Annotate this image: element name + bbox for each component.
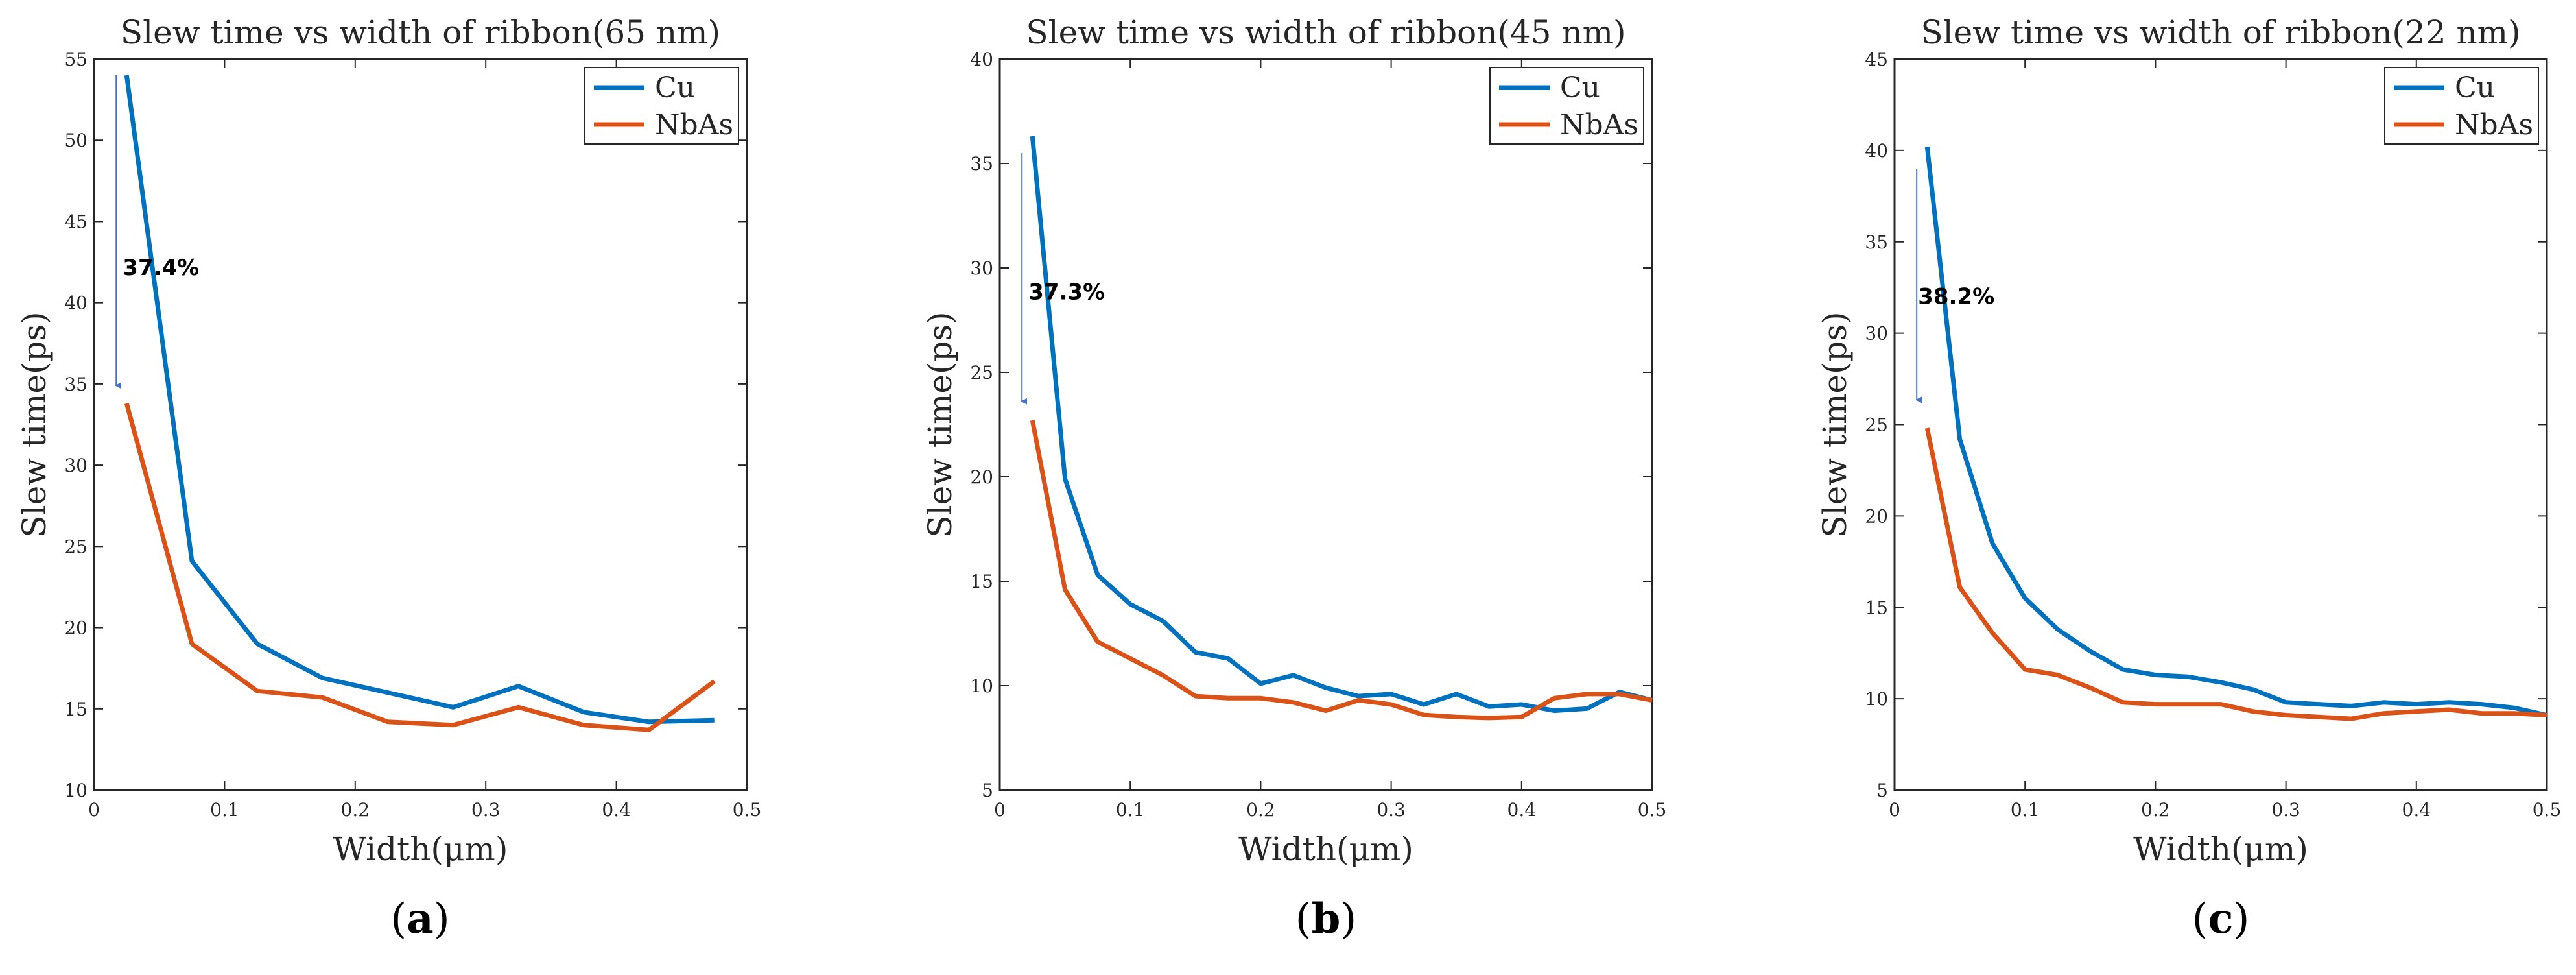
y-tick-label: 15	[64, 699, 88, 720]
y-tick-label: 40	[1865, 140, 1888, 162]
y-tick-label: 10	[1865, 688, 1888, 710]
panel-label-open: (	[390, 895, 407, 943]
legend: Cu NbAs	[1489, 67, 1644, 145]
annotation-label: 37.3%	[1028, 279, 1105, 305]
x-tick-label: 0.1	[210, 799, 239, 821]
y-tick-label: 20	[64, 618, 88, 639]
legend-label-nbas: NbAs	[2455, 108, 2533, 141]
plot-frame	[1893, 58, 2548, 791]
panel-label-open: (	[1295, 895, 1312, 943]
y-tick-label: 25	[64, 536, 88, 557]
legend-box	[584, 67, 739, 145]
series-line-nbas	[124, 402, 716, 732]
x-tick-label: 0.1	[1116, 799, 1145, 821]
x-tick-label: 0.3	[2271, 799, 2300, 821]
panel-label-letter: c	[2208, 895, 2234, 943]
legend-label-nbas: NbAs	[1560, 108, 1638, 141]
x-tick-label: 0.4	[602, 799, 631, 821]
x-tick-label: 0.3	[1377, 799, 1406, 821]
y-tick-label: 35	[1865, 232, 1888, 253]
annotation-label: 37.4%	[123, 255, 199, 281]
x-tick-label: 0	[994, 799, 1006, 821]
x-axis-label: Width(μm)	[2133, 830, 2308, 868]
x-tick-label: 0.4	[2402, 799, 2431, 821]
series-line-cu	[1030, 136, 1653, 714]
y-tick-label: 45	[1865, 49, 1888, 70]
legend: Cu NbAs	[2384, 67, 2539, 145]
legend: Cu NbAs	[584, 67, 739, 145]
x-tick-label: 0.2	[341, 799, 370, 821]
panel-label: (b)	[1295, 895, 1357, 943]
y-tick-label: 5	[1876, 780, 1888, 801]
x-tick-label: 0.5	[733, 799, 762, 821]
x-tick-label: 0.4	[1507, 799, 1537, 821]
y-tick-label: 15	[970, 571, 993, 592]
plot-frame	[998, 58, 1653, 791]
y-tick-label: 25	[1865, 415, 1888, 436]
x-tick-label: 0.5	[2533, 799, 2562, 821]
panel-label-letter: a	[407, 895, 433, 943]
chart-title: Slew time vs width of ribbon(22 nm)	[1920, 14, 2520, 51]
x-tick-label: 0.2	[2141, 799, 2170, 821]
panel-label-close: )	[1340, 895, 1356, 943]
panel-label-letter: b	[1312, 895, 1341, 943]
panel-label-open: (	[2192, 895, 2208, 943]
y-tick-label: 30	[1865, 323, 1888, 344]
x-tick-label: 0.3	[471, 799, 501, 821]
y-axis-label: Slew time(ps)	[1816, 311, 1854, 537]
annotation-label: 38.2%	[1918, 284, 1994, 310]
x-tick-label: 0.5	[1638, 799, 1667, 821]
y-tick-label: 45	[64, 211, 88, 232]
y-tick-label: 40	[970, 49, 993, 70]
chart-title: Slew time vs width of ribbon(45 nm)	[1026, 14, 1625, 51]
y-tick-label: 35	[64, 374, 88, 395]
plot-frame	[93, 58, 748, 791]
legend-label-nbas: NbAs	[655, 108, 733, 141]
chart-title: Slew time vs width of ribbon(65 nm)	[121, 14, 720, 51]
panel-label: (c)	[2192, 895, 2250, 943]
y-tick-label: 5	[982, 780, 993, 801]
legend-label-cu: Cu	[1560, 71, 1600, 104]
y-tick-label: 30	[64, 455, 88, 476]
y-axis-label: Slew time(ps)	[16, 311, 53, 537]
series-line-cu	[1924, 146, 2547, 717]
series-line-cu	[124, 75, 715, 725]
y-tick-label: 20	[970, 466, 993, 488]
y-tick-label: 25	[970, 362, 993, 383]
legend-label-cu: Cu	[2455, 71, 2495, 104]
y-axis-label: Slew time(ps)	[921, 311, 959, 537]
y-tick-label: 35	[970, 153, 993, 175]
series-line-nbas	[1924, 427, 2547, 721]
y-tick-label: 15	[1865, 597, 1888, 618]
chart-panel-a: 0 0.1 0.2 0.3 0.4 0.5 10 15 20 25 30 35 40 45 50 55 Slew…	[16, 14, 761, 943]
chart-panel-c: 0 0.1 0.2 0.3 0.4 0.5 5 10 15 20 25 30 35 40 45 Slew ti…	[1816, 14, 2561, 943]
y-tick-label: 10	[64, 780, 88, 801]
legend-label-cu: Cu	[655, 71, 695, 104]
panel-label: (a)	[390, 895, 449, 943]
y-tick-label: 50	[64, 130, 88, 151]
x-tick-label: 0.2	[1246, 799, 1275, 821]
x-tick-label: 0	[1889, 799, 1900, 821]
x-tick-label: 0	[88, 799, 100, 821]
panel-label-close: )	[2233, 895, 2249, 943]
legend-box	[2384, 67, 2539, 145]
y-tick-label: 40	[64, 293, 88, 314]
chart-panel-b: 0 0.1 0.2 0.3 0.4 0.5 5 10 15 20 25 30 35 40 Slew time…	[921, 14, 1666, 943]
y-tick-label: 10	[970, 675, 993, 697]
y-tick-label: 30	[970, 258, 993, 279]
x-axis-label: Width(μm)	[1238, 830, 1413, 868]
legend-box	[1489, 67, 1644, 145]
y-tick-label: 55	[64, 49, 88, 70]
panel-label-close: )	[434, 895, 450, 943]
series-line-nbas	[1030, 420, 1653, 721]
y-tick-label: 20	[1865, 505, 1888, 527]
x-tick-label: 0.1	[2011, 799, 2040, 821]
x-axis-label: Width(μm)	[333, 830, 508, 868]
